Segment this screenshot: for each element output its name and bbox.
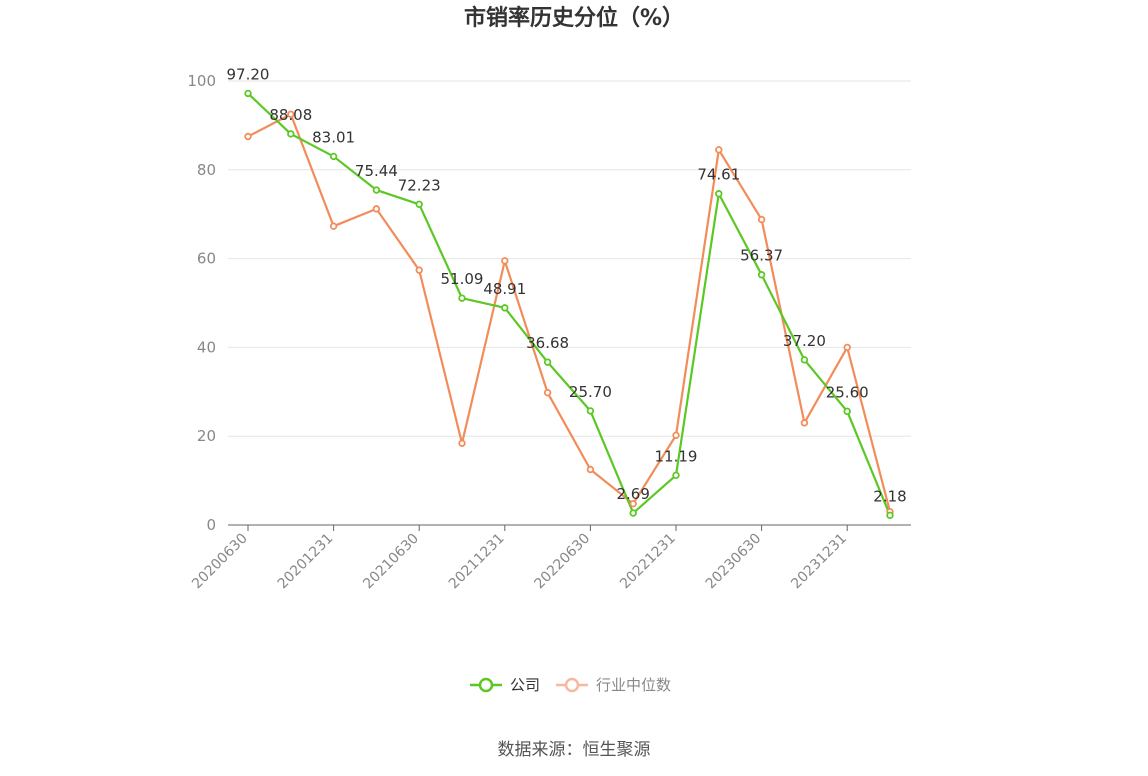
company-point bbox=[629, 509, 637, 517]
x-tick-label: 20201231 bbox=[275, 531, 337, 593]
x-tick-label: 20211231 bbox=[446, 531, 508, 593]
x-tick-label: 20221231 bbox=[617, 531, 679, 593]
company-point bbox=[415, 200, 423, 208]
company-point bbox=[757, 271, 766, 279]
y-tick-label: 0 bbox=[206, 516, 216, 534]
data-label: 2.69 bbox=[616, 485, 649, 503]
y-tick-label: 100 bbox=[187, 72, 216, 90]
data-label: 51.09 bbox=[441, 270, 484, 288]
data-label: 88.08 bbox=[269, 106, 312, 124]
x-tick-label: 20200630 bbox=[189, 531, 251, 593]
industry-point bbox=[543, 388, 552, 397]
industry-line bbox=[247, 113, 892, 512]
series-lines bbox=[247, 92, 892, 516]
company-point bbox=[501, 304, 509, 312]
company-point bbox=[287, 130, 295, 138]
company-point bbox=[586, 407, 595, 415]
x-tick-label: 20231231 bbox=[788, 531, 850, 593]
x-tick-label: 20210630 bbox=[360, 531, 422, 593]
company-point bbox=[715, 190, 723, 198]
company-point bbox=[672, 471, 680, 480]
y-tick-label: 20 bbox=[197, 427, 216, 445]
x-tick-label: 20220630 bbox=[532, 531, 594, 593]
data-label: 37.20 bbox=[783, 332, 826, 350]
legend-marker bbox=[564, 677, 580, 693]
company-point bbox=[244, 89, 252, 98]
company-point bbox=[843, 407, 851, 416]
industry-point bbox=[629, 499, 637, 508]
legend-item-company[interactable]: 公司 bbox=[470, 676, 540, 694]
x-axis: 20200630 20201231 20210630 20211231 20220630… bbox=[189, 524, 911, 593]
industry-point bbox=[415, 266, 423, 274]
data-label: 72.23 bbox=[398, 176, 441, 194]
industry-point bbox=[372, 205, 381, 213]
legend-label: 公司 bbox=[510, 676, 540, 694]
industry-point bbox=[287, 110, 295, 118]
company-point bbox=[458, 294, 466, 302]
data-label: 75.44 bbox=[355, 162, 398, 180]
industry-point bbox=[501, 257, 509, 265]
company-line bbox=[247, 92, 892, 516]
industry-point bbox=[329, 222, 338, 230]
y-tick-label: 80 bbox=[197, 161, 216, 179]
data-label: 56.37 bbox=[740, 247, 783, 265]
industry-point bbox=[715, 146, 723, 154]
series-points bbox=[244, 89, 894, 520]
source-note: 数据来源：恒生聚源 bbox=[498, 740, 651, 760]
y-tick-label: 40 bbox=[197, 338, 216, 356]
industry-point bbox=[843, 343, 851, 352]
data-label: 25.60 bbox=[826, 383, 869, 401]
data-label: 74.61 bbox=[697, 166, 740, 184]
industry-point bbox=[586, 465, 595, 474]
legend-marker bbox=[478, 677, 494, 693]
legend-label: 行业中位数 bbox=[596, 676, 671, 694]
company-point bbox=[372, 186, 381, 194]
company-point bbox=[886, 511, 894, 520]
y-tick-label: 60 bbox=[197, 250, 216, 268]
y-axis: 0 20 40 60 80 100 bbox=[187, 72, 216, 534]
industry-point bbox=[672, 431, 680, 440]
chart-title: 市销率历史分位（%） bbox=[464, 5, 684, 31]
company-point bbox=[543, 358, 552, 366]
data-label: 25.70 bbox=[569, 383, 612, 401]
industry-point bbox=[244, 132, 252, 141]
legend[interactable]: 公司 行业中位数 bbox=[470, 676, 671, 694]
data-label: 36.68 bbox=[526, 334, 569, 352]
data-label: 11.19 bbox=[655, 447, 698, 465]
industry-point bbox=[757, 215, 766, 224]
data-label: 83.01 bbox=[312, 128, 355, 146]
company-point bbox=[800, 356, 809, 364]
industry-point bbox=[800, 419, 809, 427]
industry-point bbox=[458, 439, 466, 448]
company-point bbox=[329, 152, 338, 161]
data-label: 2.18 bbox=[873, 487, 906, 505]
data-label: 48.91 bbox=[483, 280, 526, 298]
x-tick-label: 20230630 bbox=[703, 531, 765, 593]
legend-item-industry[interactable]: 行业中位数 bbox=[556, 676, 671, 694]
data-label: 97.20 bbox=[227, 65, 270, 83]
